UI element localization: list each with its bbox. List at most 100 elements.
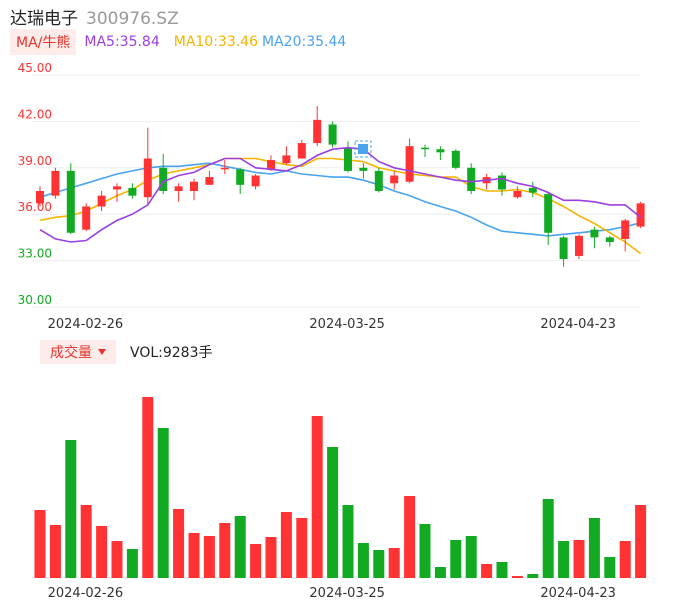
candle[interactable] [359, 163, 368, 179]
volume-bar[interactable] [265, 537, 277, 578]
volume-bar[interactable] [142, 397, 154, 578]
volume-bar[interactable] [80, 505, 92, 578]
candle[interactable] [374, 167, 383, 193]
volume-bar[interactable] [250, 544, 262, 578]
candle[interactable] [159, 153, 168, 195]
candle[interactable] [482, 173, 491, 190]
volume-bar[interactable] [573, 540, 585, 578]
candle[interactable] [636, 201, 645, 229]
candle[interactable] [421, 144, 429, 157]
candle[interactable] [128, 183, 137, 199]
candle[interactable] [51, 167, 60, 199]
candle[interactable] [143, 127, 152, 205]
date-tick-label: 2024-02-26 [48, 586, 124, 601]
volume-indicator-selector[interactable]: 成交量 [40, 340, 116, 364]
date-tick-label: 2024-03-25 [309, 586, 385, 601]
candle[interactable] [390, 170, 399, 190]
volume-bar[interactable] [542, 499, 554, 578]
volume-bar[interactable] [635, 505, 647, 578]
candle[interactable] [267, 155, 275, 171]
volume-bar[interactable] [203, 536, 215, 578]
volume-indicator-label: 成交量 [50, 345, 92, 361]
volume-bar[interactable] [311, 416, 323, 578]
candle[interactable] [174, 183, 183, 202]
candle[interactable] [66, 163, 75, 235]
volume-bar[interactable] [465, 536, 477, 578]
volume-bar[interactable] [388, 548, 400, 578]
volume-bar[interactable] [126, 549, 138, 578]
price-tick-label: 45.00 [18, 61, 52, 75]
date-tick-label: 2024-04-23 [540, 586, 616, 601]
candle[interactable] [297, 139, 306, 159]
volume-bar[interactable] [327, 447, 339, 578]
volume-bar[interactable] [96, 526, 108, 578]
candle[interactable] [590, 226, 599, 249]
volume-bar[interactable] [619, 541, 631, 578]
date-tick-label: 2024-04-23 [540, 317, 616, 332]
volume-bar[interactable] [481, 564, 493, 578]
volume-bar[interactable] [357, 543, 369, 578]
crosshair-marker-icon[interactable] [354, 140, 372, 158]
candle[interactable] [575, 234, 583, 260]
volume-bar[interactable] [296, 518, 308, 578]
candle[interactable] [436, 146, 445, 161]
candle[interactable] [451, 149, 460, 170]
volume-bar[interactable] [49, 525, 61, 578]
candle[interactable] [190, 178, 198, 201]
dropdown-triangle-icon [98, 349, 106, 355]
candle[interactable] [97, 191, 106, 212]
candle[interactable] [251, 173, 260, 190]
volume-value: VOL:9283手 [130, 345, 213, 361]
candle[interactable] [513, 186, 522, 199]
volume-bar[interactable] [280, 512, 292, 578]
volume-bar[interactable] [173, 509, 185, 578]
price-tick-label: 33.00 [18, 247, 52, 261]
candle[interactable] [36, 186, 44, 207]
volume-bar[interactable] [219, 523, 231, 578]
candle[interactable] [498, 172, 506, 196]
candle[interactable] [236, 167, 245, 195]
ma-legend: MA/牛熊 MA5:35.84 MA10:33.46 MA20:35.44 [10, 29, 346, 55]
candle[interactable] [605, 235, 614, 247]
candle[interactable] [328, 121, 337, 148]
volume-bar[interactable] [157, 428, 169, 578]
candle[interactable] [405, 138, 414, 184]
candle[interactable] [559, 235, 568, 267]
ma10-legend: MA10:33.46 [173, 34, 259, 50]
volume-bar[interactable] [496, 562, 508, 578]
price-tick-label: 30.00 [18, 293, 52, 307]
volume-bar[interactable] [373, 550, 385, 578]
volume-bar[interactable] [588, 518, 600, 578]
candle[interactable] [544, 192, 553, 246]
volume-bar[interactable] [342, 505, 354, 578]
volume-bar[interactable] [558, 541, 570, 578]
volume-bar[interactable] [111, 541, 123, 578]
candle[interactable] [205, 170, 214, 185]
volume-bar[interactable] [234, 516, 246, 578]
date-tick-label: 2024-03-25 [309, 317, 385, 332]
candle[interactable] [313, 105, 322, 147]
candle[interactable] [621, 218, 630, 252]
volume-bar[interactable] [34, 510, 46, 578]
volume-bar[interactable] [527, 574, 539, 578]
volume-bar[interactable] [450, 540, 462, 578]
ma-indicator-selector[interactable]: MA/牛熊 [10, 29, 77, 55]
volume-bar[interactable] [65, 440, 77, 578]
candle[interactable] [113, 183, 121, 202]
candle[interactable] [467, 163, 476, 195]
volume-bar[interactable] [511, 576, 523, 578]
candle[interactable] [82, 203, 91, 232]
price-tick-label: 42.00 [18, 107, 52, 121]
candle[interactable] [344, 141, 352, 173]
candle[interactable] [282, 146, 291, 165]
ma20-legend: MA20:35.44 [262, 34, 347, 50]
candle[interactable] [220, 160, 229, 174]
volume-bar[interactable] [434, 567, 446, 578]
volume-bar[interactable] [604, 557, 616, 578]
volume-bar[interactable] [188, 533, 200, 578]
volume-bar[interactable] [419, 524, 431, 578]
stock-name: 达瑞电子 [10, 9, 78, 29]
volume-bar[interactable] [404, 496, 416, 578]
candle[interactable] [528, 181, 537, 198]
